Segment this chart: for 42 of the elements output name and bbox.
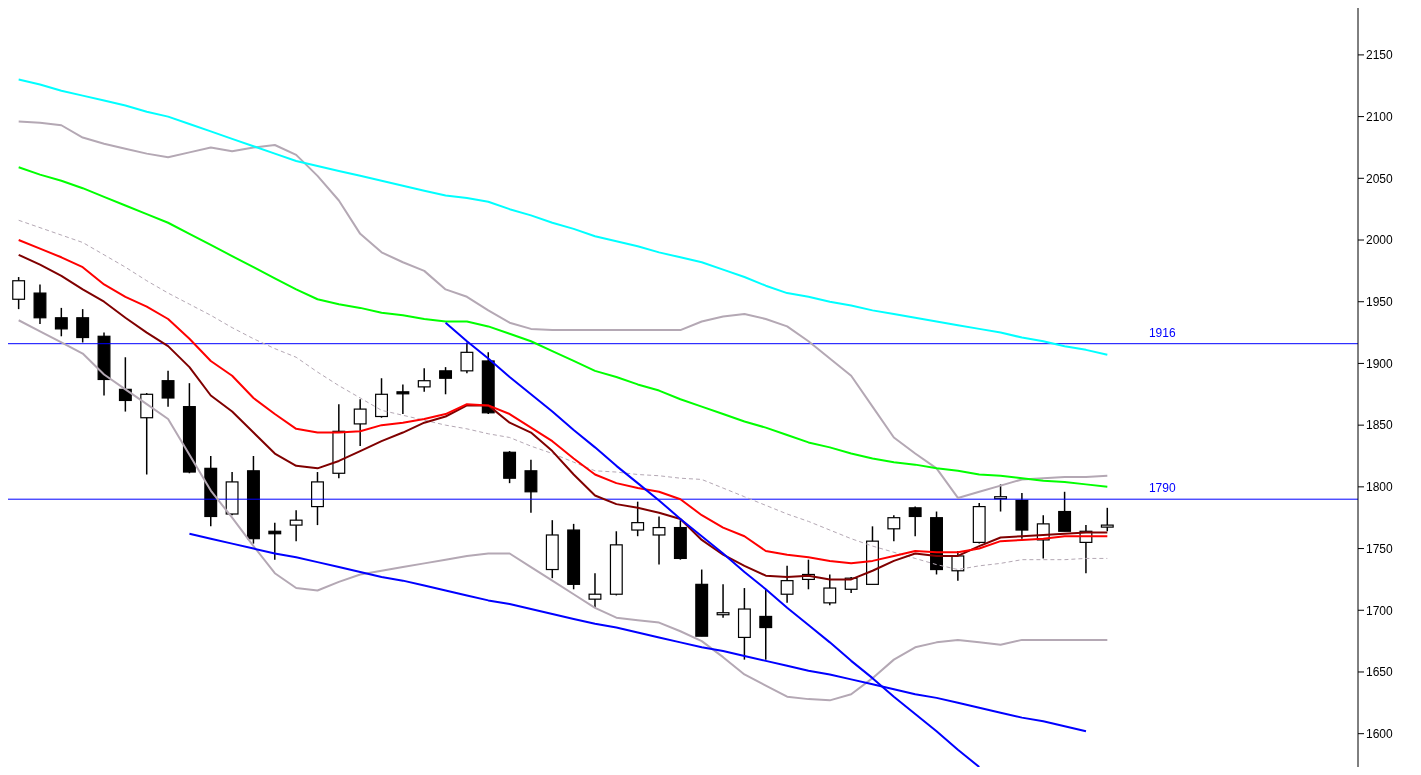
line-series [17, 78, 1109, 356]
candlestick [417, 367, 431, 393]
candlestick [588, 572, 602, 609]
candlestick [1058, 491, 1072, 533]
candlestick [460, 341, 474, 375]
candlestick [396, 383, 410, 415]
y-tick-label: 1650 [1366, 665, 1394, 680]
candlestick [994, 483, 1008, 513]
y-tick-label: 1600 [1366, 726, 1394, 741]
candlestick [908, 505, 922, 537]
y-tick-label: 1750 [1366, 541, 1394, 556]
line-series [17, 120, 1109, 499]
candlestick [289, 509, 303, 542]
line-series [17, 319, 1109, 702]
candlestick [12, 276, 26, 310]
line-series [17, 166, 1109, 488]
candlestick [716, 583, 730, 619]
y-tick-label: 2150 [1366, 48, 1394, 63]
candlestick [631, 500, 645, 537]
y-tick-label: 1900 [1366, 356, 1394, 371]
candlestick [780, 565, 794, 604]
y-tick-label: 1800 [1366, 480, 1394, 495]
y-tick-label: 2050 [1366, 171, 1394, 186]
ref-line-label: 1790 [1148, 481, 1176, 496]
candlestick [759, 588, 773, 661]
candlestick [887, 514, 901, 542]
y-tick-label: 1700 [1366, 603, 1394, 618]
y-tick-label: 2000 [1366, 233, 1394, 248]
candlestick [161, 370, 175, 408]
ref-line-label: 1916 [1148, 325, 1176, 340]
candlestick [54, 307, 68, 338]
y-tick-label: 2100 [1366, 109, 1394, 124]
candlestick [652, 515, 666, 566]
y-tick-label: 1950 [1366, 294, 1394, 309]
candlestick [823, 573, 837, 607]
candlestick [375, 377, 388, 419]
candlestick [353, 398, 367, 447]
y-tick-label: 1850 [1366, 418, 1394, 433]
candlestick [439, 366, 453, 396]
candlestick [524, 458, 538, 514]
candlestick [1100, 507, 1114, 533]
candlestick [76, 308, 90, 344]
